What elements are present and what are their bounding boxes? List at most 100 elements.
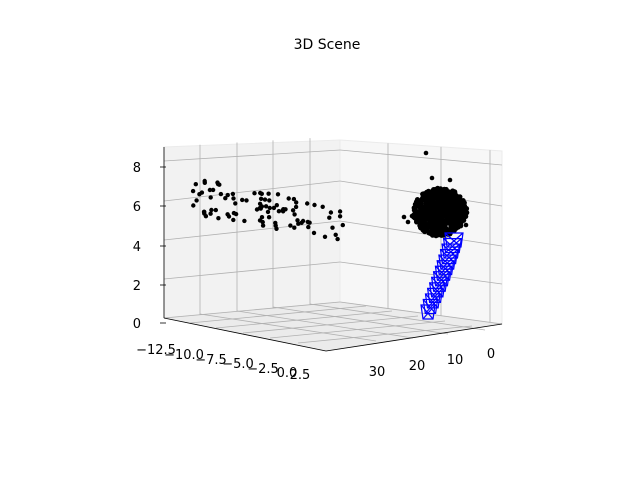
data-point [428,204,434,211]
data-point [452,192,458,198]
data-point [305,201,310,206]
x-axis-line [325,323,503,352]
data-point [231,217,236,223]
data-point [443,211,449,217]
data-point [435,232,442,238]
camera-frustum-edge [422,304,436,320]
data-point [337,209,343,214]
data-point [312,202,317,208]
data-point [252,191,257,196]
axis-panes [163,139,503,352]
data-point [452,203,458,209]
data-point [327,215,332,220]
z-tick-label: 2 [133,279,141,294]
z-tick-label: 4 [133,240,141,255]
data-point [456,199,462,205]
data-point [442,199,448,205]
data-point [432,202,438,208]
data-point [203,214,209,219]
data-point [330,225,335,230]
data-point [431,218,437,224]
data-point [267,198,272,203]
data-point [306,224,311,230]
data-point [207,187,213,193]
data-point [296,221,301,226]
data-point [436,221,442,228]
data-point [426,215,432,221]
floor-gridline-x [309,303,486,331]
data-point [190,188,196,194]
data-point [260,223,266,228]
left-back-pane [163,139,341,319]
data-point [409,213,415,219]
data-point [457,217,463,223]
data-point [444,189,450,195]
floor-gridline-x [236,310,414,339]
y-tick-label: −5.0 [222,357,254,372]
y-tick-label: −12.5 [136,343,176,358]
data-point [225,212,230,217]
data-point [461,200,467,206]
data-point [280,209,286,214]
data-point [218,191,224,197]
data-point [260,219,265,225]
data-point [426,230,432,236]
z-gridline-left [163,301,341,319]
data-point [240,197,245,203]
data-point [266,215,272,220]
data-point [449,211,456,217]
data-point [290,208,296,213]
data-point [433,194,439,200]
data-point [293,204,299,210]
data-point [286,196,291,201]
data-point [463,222,469,228]
data-point [447,177,453,183]
data-point [461,205,468,211]
data-point [231,196,236,201]
data-point [259,215,265,220]
data-point [401,214,407,220]
floor-gridline-y [297,325,473,344]
data-point [202,180,207,185]
data-point [288,223,293,228]
data-point [305,219,310,225]
camera-frustum-edge [424,299,439,314]
data-point [216,216,221,221]
data-point [265,209,271,215]
camera-frustum-edge [427,287,441,303]
y-tick-label: 2.5 [290,368,311,383]
z-tick-label: 0 [133,317,141,332]
data-point [462,209,468,215]
data-point [225,192,230,198]
data-point [405,219,411,225]
data-point [291,196,297,202]
data-point [274,226,279,231]
data-point [335,236,340,242]
data-point [337,214,343,219]
z-tick-label: 8 [133,161,141,176]
z-gridline-right [339,149,503,166]
data-point [215,180,220,185]
z-gridline-left [163,180,341,202]
data-point [451,227,457,233]
chart-title: 3D Scene [294,37,361,53]
camera-frustum-edge [425,293,439,309]
x-tick-label: 0 [487,347,495,362]
data-point [429,175,435,181]
data-point [435,185,441,191]
data-point [267,205,272,211]
data-point [258,190,263,196]
data-point [209,207,214,213]
data-point [294,200,299,205]
z-gridline-left [163,149,341,162]
data-point [415,202,421,208]
data-point [292,212,297,217]
z-tick-label: 6 [133,200,141,215]
data-point [438,208,444,215]
y-tick-label: −7.5 [195,353,227,368]
x-tick-label: 20 [409,359,426,374]
data-point [230,191,236,197]
data-point [300,218,306,224]
data-point [448,192,454,198]
